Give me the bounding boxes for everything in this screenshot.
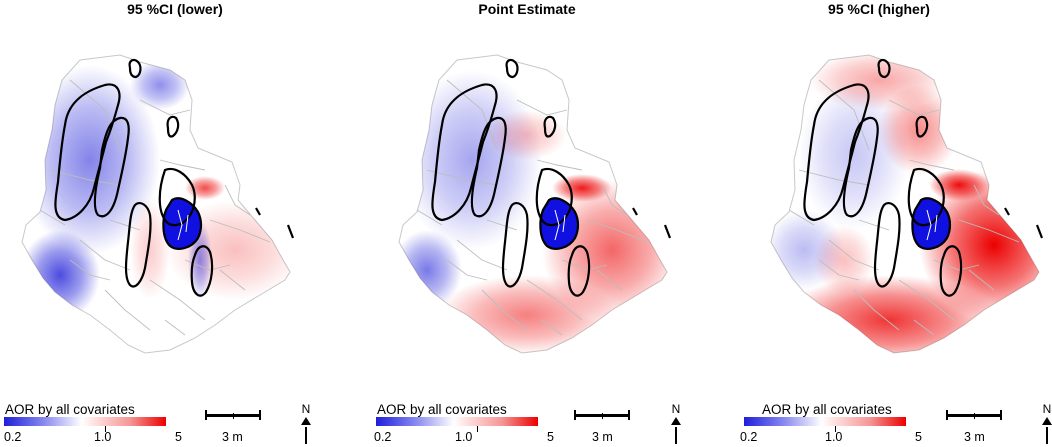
estimate-surface <box>185 176 225 200</box>
north-arrow: N <box>669 402 683 446</box>
estimate-surface <box>402 70 542 250</box>
district-boundaries <box>788 79 1020 336</box>
estimate-surface <box>130 200 170 300</box>
estimate-surface <box>487 110 567 160</box>
estimate-surface <box>814 225 874 295</box>
color-bar <box>4 417 166 426</box>
scale-bar <box>574 410 630 420</box>
scale-bar-label: 3 m <box>222 430 243 444</box>
color-bar-tick <box>105 426 106 432</box>
north-label: N <box>1042 402 1052 416</box>
map-lower <box>21 54 295 354</box>
river-lines <box>926 209 938 241</box>
tick-label-mid: 1.0 <box>455 430 473 444</box>
color-bar-tick <box>477 426 478 432</box>
color-bar-tick <box>835 426 836 432</box>
scale-bar <box>946 410 1002 420</box>
river-lines <box>177 209 189 241</box>
estimate-surface <box>437 275 617 353</box>
map-panel-lower: 95 %CI (lower) AOR by all covariates 0.2… <box>0 0 350 447</box>
scale-bar <box>205 410 261 420</box>
tick-label-high: 5 <box>175 430 182 444</box>
significance-contours <box>803 58 1044 297</box>
scale-bar-label: 3 m <box>964 430 985 444</box>
legend-title: AOR by all covariates <box>377 402 507 417</box>
tick-label-low: 0.2 <box>4 430 22 444</box>
panel-title: 95 %CI (higher) <box>828 1 930 17</box>
tick-label-low: 0.2 <box>740 430 758 444</box>
north-arrow: N <box>299 402 313 446</box>
scale-bar-label: 3 m <box>592 430 613 444</box>
estimate-surface <box>779 275 999 353</box>
estimate-surface <box>879 85 959 175</box>
north-label: N <box>671 402 681 416</box>
map-panel-higher: 95 %CI (higher) AOR by all covariates 0.… <box>704 0 1052 447</box>
legend-title: AOR by all covariates <box>762 402 892 417</box>
panel-title: 95 %CI (lower) <box>127 1 223 17</box>
panel-title: Point Estimate <box>478 1 576 17</box>
tick-label-mid: 1.0 <box>825 430 843 444</box>
river-lines <box>554 209 566 241</box>
tick-label-high: 5 <box>915 430 922 444</box>
tick-label-high: 5 <box>547 430 554 444</box>
color-bar <box>744 417 906 426</box>
estimate-surface <box>22 230 100 320</box>
tick-label-low: 0.2 <box>374 430 392 444</box>
legend-title: AOR by all covariates <box>5 402 135 417</box>
map-panel-point: Point Estimate AOR by all covariates 0.2… <box>352 0 702 447</box>
north-label: N <box>301 402 311 416</box>
north-arrow: N <box>1040 402 1052 446</box>
estimate-surface <box>130 60 190 110</box>
map-higher <box>770 54 1044 354</box>
tick-label-mid: 1.0 <box>94 430 112 444</box>
map-point <box>398 54 672 354</box>
color-bar <box>376 417 538 426</box>
